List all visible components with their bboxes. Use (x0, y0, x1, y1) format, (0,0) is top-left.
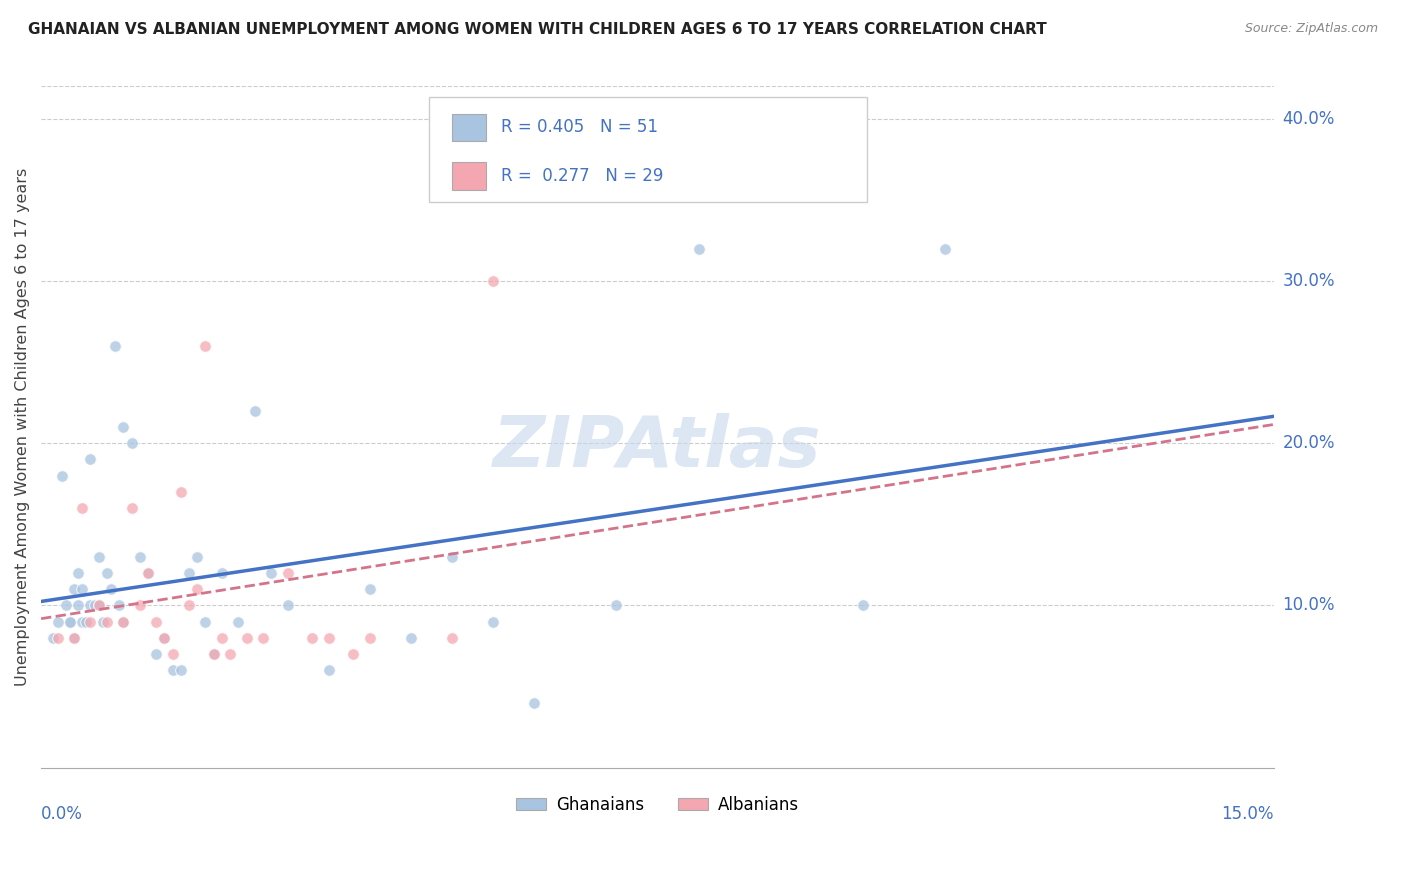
Text: 30.0%: 30.0% (1282, 272, 1334, 290)
Point (482, 274, 505, 288)
Point (51, 468, 73, 483)
Point (79, 615, 101, 629)
Point (70, 501, 93, 516)
Point (934, 242, 956, 256)
Point (70, 615, 93, 629)
Point (277, 566, 299, 580)
Point (67, 599, 90, 613)
Text: GHANAIAN VS ALBANIAN UNEMPLOYMENT AMONG WOMEN WITH CHILDREN AGES 6 TO 17 YEARS C: GHANAIAN VS ALBANIAN UNEMPLOYMENT AMONG … (28, 22, 1047, 37)
Point (243, 404, 266, 418)
Point (688, 242, 710, 256)
Point (87, 549, 110, 564)
Point (79, 452, 101, 467)
Point (318, 664, 340, 678)
Point (177, 599, 200, 613)
Bar (451, 114, 486, 141)
Point (87, 599, 110, 613)
Point (83, 599, 105, 613)
Point (605, 599, 627, 613)
Point (63, 631, 86, 645)
Point (121, 436, 143, 450)
Text: 10.0%: 10.0% (1282, 597, 1334, 615)
Point (318, 631, 340, 645)
Bar (451, 162, 486, 189)
Point (194, 615, 217, 629)
Point (100, 582, 122, 597)
Point (170, 484, 193, 499)
Point (128, 549, 150, 564)
Y-axis label: Unemployment Among Women with Children Ages 6 to 17 years: Unemployment Among Women with Children A… (15, 168, 30, 686)
Point (186, 582, 208, 597)
Point (153, 631, 176, 645)
Point (277, 599, 299, 613)
Point (136, 566, 159, 580)
Point (153, 631, 176, 645)
Point (194, 339, 217, 353)
Text: 15.0%: 15.0% (1222, 805, 1274, 823)
Point (91, 615, 114, 629)
Point (59, 615, 82, 629)
Point (145, 615, 167, 629)
Point (79, 599, 101, 613)
Point (441, 549, 464, 564)
Point (112, 615, 135, 629)
Legend: Ghanaians, Albanians: Ghanaians, Albanians (509, 789, 806, 821)
Point (235, 631, 257, 645)
Point (96, 615, 118, 629)
Point (112, 420, 135, 434)
Point (260, 566, 283, 580)
Point (42, 631, 65, 645)
Point (112, 615, 135, 629)
Point (523, 696, 546, 710)
Text: 40.0%: 40.0% (1282, 110, 1334, 128)
Point (219, 647, 242, 661)
Point (46, 631, 69, 645)
Point (359, 582, 381, 597)
Point (359, 631, 381, 645)
Point (301, 631, 323, 645)
Point (63, 582, 86, 597)
Point (67, 566, 90, 580)
Point (342, 647, 364, 661)
Point (145, 647, 167, 661)
Text: ZIPAtlas: ZIPAtlas (494, 413, 821, 482)
Point (136, 566, 159, 580)
Point (55, 599, 77, 613)
Text: R = 0.405   N = 51: R = 0.405 N = 51 (501, 119, 658, 136)
Text: 20.0%: 20.0% (1282, 434, 1334, 452)
Point (121, 501, 143, 516)
Point (59, 615, 82, 629)
Point (170, 664, 193, 678)
Point (202, 647, 225, 661)
Text: R =  0.277   N = 29: R = 0.277 N = 29 (501, 167, 664, 185)
Point (228, 615, 250, 629)
Point (441, 631, 464, 645)
Point (162, 647, 184, 661)
Point (399, 631, 422, 645)
Point (211, 566, 233, 580)
Point (177, 566, 200, 580)
Point (202, 647, 225, 661)
Text: Source: ZipAtlas.com: Source: ZipAtlas.com (1244, 22, 1378, 36)
Point (96, 566, 118, 580)
Point (852, 599, 875, 613)
Point (482, 615, 505, 629)
Text: 0.0%: 0.0% (41, 805, 83, 823)
FancyBboxPatch shape (429, 96, 868, 202)
Point (211, 631, 233, 645)
Point (104, 339, 127, 353)
Point (75, 615, 97, 629)
Point (162, 664, 184, 678)
Point (63, 631, 86, 645)
Point (46, 615, 69, 629)
Point (87, 599, 110, 613)
Point (252, 631, 274, 645)
Point (108, 599, 131, 613)
Point (128, 599, 150, 613)
Point (186, 549, 208, 564)
Point (70, 582, 93, 597)
